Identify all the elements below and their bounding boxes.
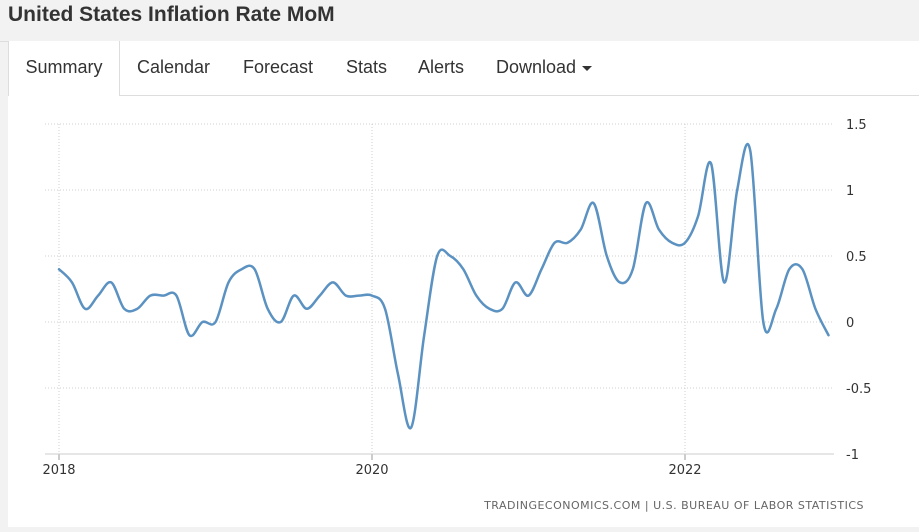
caret-down-icon	[582, 65, 593, 71]
tab-download-label: Download	[496, 57, 577, 77]
source-attribution[interactable]: TRADINGECONOMICS.COM | U.S. BUREAU OF LA…	[484, 499, 864, 512]
y-tick-label: 0	[846, 316, 854, 331]
inflation-chart: -1 -0.5 0 0.5 1 1.5 2018 2020 2022	[42, 118, 871, 478]
series-line[interactable]	[57, 142, 830, 430]
x-tick-label: 2022	[668, 463, 701, 478]
x-tick-label: 2018	[42, 463, 75, 478]
y-tick-label: -1	[846, 448, 859, 463]
y-tick-label: -0.5	[846, 382, 871, 397]
tab-download[interactable]: Download	[496, 41, 593, 94]
tab-bar: Summary Calendar Forecast Stats Alerts D…	[8, 41, 919, 96]
tab-summary[interactable]: Summary	[8, 41, 120, 96]
tab-calendar[interactable]: Calendar	[137, 57, 211, 77]
x-tick-label: 2020	[355, 463, 388, 478]
y-tick-label: 1	[846, 184, 854, 199]
page-title: United States Inflation Rate MoM	[8, 3, 335, 26]
chart-panel: -1 -0.5 0 0.5 1 1.5 2018 2020 2022	[8, 96, 919, 527]
tab-stats[interactable]: Stats	[346, 57, 388, 77]
y-tick-label: 1.5	[846, 118, 867, 133]
title-bar: United States Inflation Rate MoM	[0, 0, 919, 42]
tab-forecast[interactable]: Forecast	[243, 57, 314, 77]
y-tick-label: 0.5	[846, 250, 867, 265]
tab-alerts[interactable]: Alerts	[418, 57, 465, 77]
